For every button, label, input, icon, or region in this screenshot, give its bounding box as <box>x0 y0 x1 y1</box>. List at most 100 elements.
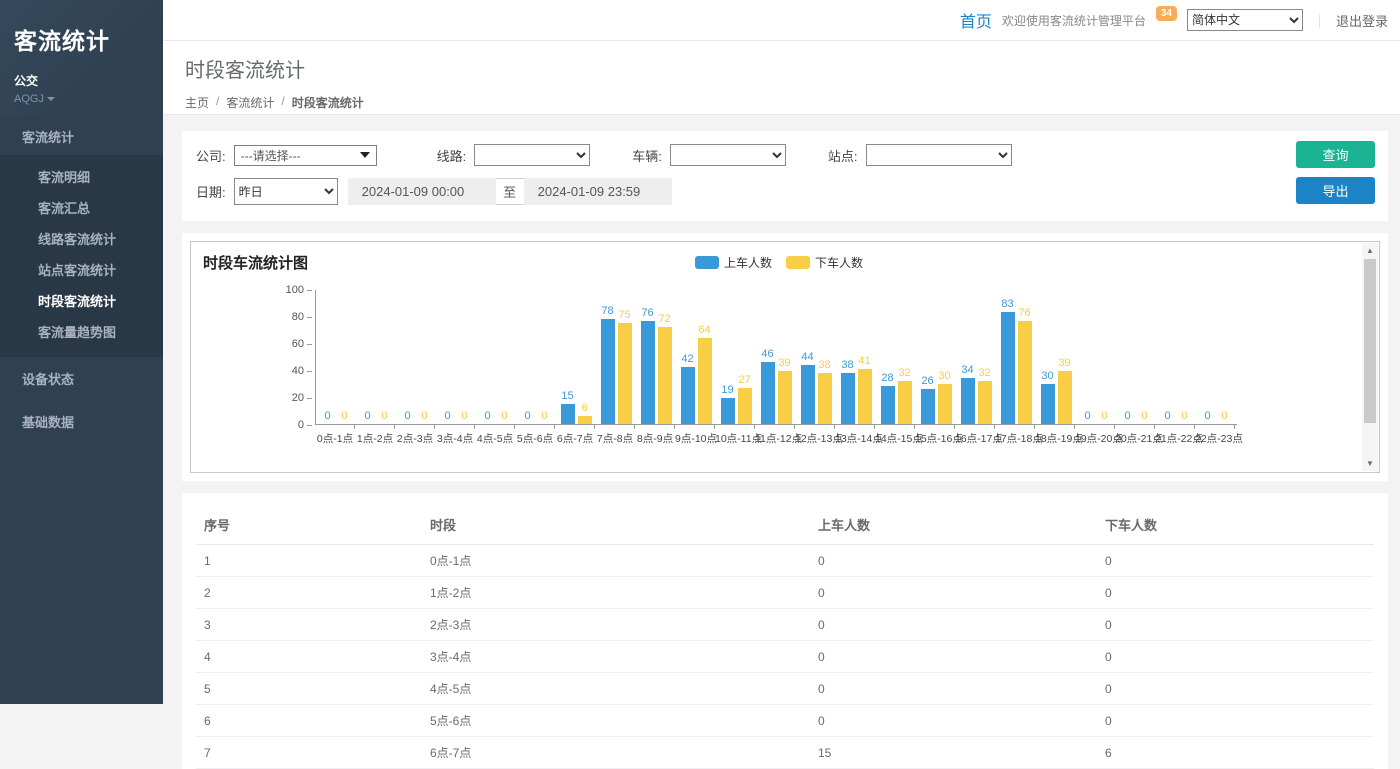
bar <box>1058 371 1072 424</box>
bar-column: 0 <box>1178 411 1192 424</box>
date-from-input[interactable]: 2024-01-09 00:00 <box>348 178 496 205</box>
bar-value-label: 15 <box>561 391 573 402</box>
sidebar-item[interactable]: 客流明细 <box>0 161 163 192</box>
chart-card: 时段车流统计图 上车人数下车人数 020406080100 0000000000… <box>182 233 1388 481</box>
bar-value-label: 39 <box>1058 358 1070 369</box>
table-cell: 5点-6点 <box>422 705 810 737</box>
breadcrumb-separator: / <box>281 94 284 111</box>
bar-group: 156 <box>556 290 596 424</box>
bar-group: 00 <box>356 290 396 424</box>
table-row: 21点-2点00 <box>196 577 1374 609</box>
bar <box>578 416 592 424</box>
bar-value-label: 32 <box>898 368 910 379</box>
y-axis-tick-label: 20 <box>272 392 304 404</box>
bar <box>698 338 712 424</box>
y-axis-tick-mark <box>307 344 312 345</box>
language-select[interactable]: 简体中文 <box>1187 9 1303 31</box>
table-cell: 6点-7点 <box>422 737 810 769</box>
bar-column: 0 <box>441 411 455 424</box>
home-link[interactable]: 首页 <box>960 8 992 32</box>
sidebar-item[interactable]: 线路客流统计 <box>0 223 163 254</box>
scrollbar-down-icon[interactable]: ▼ <box>1362 456 1378 471</box>
notification-badge: 34 <box>1156 6 1177 21</box>
bar-value-label: 32 <box>978 368 990 379</box>
topbar-separator: ｜ <box>1313 11 1326 30</box>
x-axis-tick-mark <box>1115 425 1155 429</box>
user-menu[interactable]: AQGJ <box>14 93 149 105</box>
table-row: 65点-6点00 <box>196 705 1374 737</box>
x-axis-tick-label: 0点-1点 <box>315 431 355 446</box>
sidebar-section-base-data[interactable]: 基础数据 <box>0 400 163 443</box>
sidebar-item[interactable]: 时段客流统计 <box>0 285 163 316</box>
x-axis-tick-mark <box>635 425 675 429</box>
sidebar-brand-area: 客流统计 公交 AQGJ <box>0 0 163 118</box>
period-stats-table: 序号 时段 上车人数 下车人数 10点-1点0021点-2点0032点-3点00… <box>196 507 1374 769</box>
vehicle-select[interactable] <box>670 144 786 166</box>
topbar: 首页 欢迎使用客流统计管理平台 34 简体中文 ｜ 退出登录 <box>163 0 1400 41</box>
line-label: 线路: <box>437 146 467 165</box>
export-button[interactable]: 导出 <box>1296 177 1375 204</box>
sidebar-item[interactable]: 客流汇总 <box>0 192 163 223</box>
bar-column: 15 <box>561 391 575 424</box>
x-axis-tick-mark <box>915 425 955 429</box>
logout-link[interactable]: 退出登录 <box>1336 11 1388 30</box>
bar-value-label: 46 <box>761 349 773 360</box>
bar-value-label: 0 <box>1141 411 1147 422</box>
bar-group: 00 <box>1116 290 1156 424</box>
header-index: 序号 <box>196 507 422 545</box>
bar-group: 00 <box>476 290 516 424</box>
bar-column: 39 <box>778 358 792 424</box>
bar-column: 0 <box>378 411 392 424</box>
scrollbar-up-icon[interactable]: ▲ <box>1362 243 1378 258</box>
table-cell: 0 <box>810 705 1097 737</box>
sidebar-section-passenger-stats[interactable]: 客流统计 <box>0 118 163 155</box>
bar <box>658 327 672 424</box>
bar-column: 76 <box>1018 308 1032 424</box>
vehicle-label: 车辆: <box>632 146 662 165</box>
bar-value-label: 42 <box>681 354 693 365</box>
table-cell: 2点-3点 <box>422 609 810 641</box>
bar <box>778 371 792 424</box>
bar-value-label: 0 <box>1101 411 1107 422</box>
bar-group: 4438 <box>796 290 836 424</box>
table-cell: 0 <box>810 641 1097 673</box>
bar-column: 0 <box>418 411 432 424</box>
bar-column: 0 <box>498 411 512 424</box>
query-button[interactable]: 查询 <box>1296 141 1375 168</box>
scrollbar-thumb[interactable] <box>1364 259 1376 423</box>
breadcrumb-home[interactable]: 主页 <box>185 94 209 111</box>
line-select[interactable] <box>474 144 590 166</box>
chart-scrollbar[interactable]: ▲ ▼ <box>1362 243 1378 471</box>
bar-column: 83 <box>1001 299 1015 424</box>
bar-group: 46 39 <box>756 290 796 424</box>
table-cell: 0点-1点 <box>422 545 810 577</box>
bar <box>961 378 975 424</box>
header-period: 时段 <box>422 507 810 545</box>
y-axis-tick-label: 0 <box>272 419 304 431</box>
x-axis-tick-label: 18点-19点 <box>1035 431 1075 446</box>
bar-value-label: 0 <box>364 411 370 422</box>
x-axis-tick-label: 19点-20点 <box>1075 431 1115 446</box>
bar-value-label: 0 <box>381 411 387 422</box>
date-preset-select[interactable]: 昨日 <box>234 178 338 205</box>
bar-group: 4264 <box>676 290 716 424</box>
x-axis-tick-label: 2点-3点 <box>395 431 435 446</box>
sidebar-item[interactable]: 客流量趋势图 <box>0 316 163 347</box>
table-cell: 7 <box>196 737 422 769</box>
table-cell: 0 <box>810 609 1097 641</box>
bar-value-label: 0 <box>524 411 530 422</box>
bar <box>618 323 632 424</box>
bar-column: 42 <box>681 354 695 424</box>
filter-panel: 公司: ---请选择--- 线路: 车辆: 站点: 日期: 昨日 2024-01… <box>182 131 1388 221</box>
station-select[interactable] <box>866 144 1012 166</box>
bar-value-label: 0 <box>1204 411 1210 422</box>
sidebar-item[interactable]: 站点客流统计 <box>0 254 163 285</box>
bar-group: 00 <box>516 290 556 424</box>
x-axis-tick-mark <box>1035 425 1075 429</box>
sidebar-section-device-status[interactable]: 设备状态 <box>0 357 163 400</box>
x-axis-tick-label: 16点-17点 <box>955 431 995 446</box>
breadcrumb-passenger-stats[interactable]: 客流统计 <box>226 94 274 111</box>
y-axis-tick-mark <box>307 317 312 318</box>
date-to-input[interactable]: 2024-01-09 23:59 <box>524 178 672 205</box>
company-select[interactable]: ---请选择--- <box>234 145 377 166</box>
